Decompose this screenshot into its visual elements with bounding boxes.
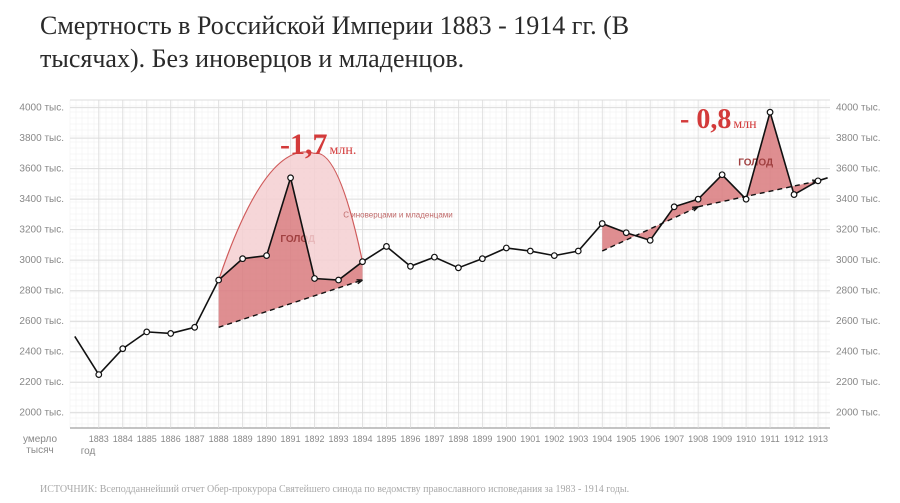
svg-text:4000 тыс.: 4000 тыс. (19, 103, 64, 114)
title-line-1: Смертность в Российской Империи 1883 - 1… (40, 11, 629, 40)
svg-text:3400 тыс.: 3400 тыс. (836, 194, 881, 205)
svg-text:1892: 1892 (305, 434, 325, 444)
svg-text:умерло: умерло (23, 434, 57, 445)
svg-text:3200 тыс.: 3200 тыс. (19, 225, 64, 236)
svg-text:2600 тыс.: 2600 тыс. (836, 316, 881, 327)
svg-text:1899: 1899 (472, 434, 492, 444)
svg-text:1897: 1897 (424, 434, 444, 444)
svg-text:2200 тыс.: 2200 тыс. (836, 377, 881, 388)
svg-text:3600 тыс.: 3600 тыс. (19, 164, 64, 175)
svg-text:1908: 1908 (688, 434, 708, 444)
svg-text:3400 тыс.: 3400 тыс. (19, 194, 64, 205)
svg-text:2400 тыс.: 2400 тыс. (836, 347, 881, 358)
svg-text:3000 тыс.: 3000 тыс. (836, 255, 881, 266)
svg-text:1901: 1901 (520, 434, 540, 444)
svg-text:2800 тыс.: 2800 тыс. (836, 286, 881, 297)
svg-text:год: год (81, 446, 96, 457)
svg-text:1885: 1885 (137, 434, 157, 444)
svg-text:3800 тыс.: 3800 тыс. (836, 133, 881, 144)
svg-text:3200 тыс.: 3200 тыс. (836, 225, 881, 236)
callout-famine-1: -1,7млн. (280, 128, 356, 162)
svg-text:2800 тыс.: 2800 тыс. (19, 286, 64, 297)
svg-text:С иноверцами и младенцами: С иноверцами и младенцами (343, 210, 452, 219)
svg-text:2000 тыс.: 2000 тыс. (836, 408, 881, 419)
source-footnote: ИСТОЧНИК: Всеподданнейший отчет Обер-про… (40, 484, 880, 495)
svg-text:1910: 1910 (736, 434, 756, 444)
svg-text:тысяч: тысяч (26, 445, 53, 456)
svg-text:1904: 1904 (592, 434, 612, 444)
svg-text:1907: 1907 (664, 434, 684, 444)
callout-1-unit: млн. (330, 143, 357, 158)
svg-text:1912: 1912 (784, 434, 804, 444)
mortality-line-chart: 2000 тыс. 2000 тыс. 2200 тыс. 2200 тыс. 2400… (0, 90, 900, 468)
svg-text:1889: 1889 (233, 434, 253, 444)
svg-text:1903: 1903 (568, 434, 588, 444)
svg-text:1905: 1905 (616, 434, 636, 444)
svg-text:2200 тыс.: 2200 тыс. (19, 377, 64, 388)
svg-text:1898: 1898 (448, 434, 468, 444)
callout-2-unit: млн (733, 117, 756, 132)
svg-text:1906: 1906 (640, 434, 660, 444)
svg-text:2600 тыс.: 2600 тыс. (19, 316, 64, 327)
chart-area: 2000 тыс. 2000 тыс. 2200 тыс. 2200 тыс. 2400… (0, 90, 900, 468)
svg-text:1896: 1896 (400, 434, 420, 444)
callout-2-value: - 0,8 (680, 104, 731, 135)
svg-text:1891: 1891 (281, 434, 301, 444)
svg-text:1884: 1884 (113, 434, 133, 444)
svg-text:1909: 1909 (712, 434, 732, 444)
svg-text:1888: 1888 (209, 434, 229, 444)
chart-title: Смертность в Российской Империи 1883 - 1… (40, 10, 860, 75)
svg-text:1886: 1886 (161, 434, 181, 444)
callout-famine-2: - 0,8млн (680, 104, 757, 136)
callout-1-value: -1,7 (280, 128, 328, 161)
svg-text:2000 тыс.: 2000 тыс. (19, 408, 64, 419)
svg-text:1911: 1911 (760, 434, 779, 444)
svg-text:2400 тыс.: 2400 тыс. (19, 347, 64, 358)
svg-text:1902: 1902 (544, 434, 564, 444)
svg-text:1900: 1900 (496, 434, 516, 444)
svg-text:3000 тыс.: 3000 тыс. (19, 255, 64, 266)
svg-text:1883: 1883 (89, 434, 109, 444)
svg-text:4000 тыс.: 4000 тыс. (836, 103, 881, 114)
svg-text:1913: 1913 (808, 434, 828, 444)
svg-text:1895: 1895 (376, 434, 396, 444)
title-line-2: тысячах). Без иноверцов и младенцов. (40, 44, 464, 73)
svg-text:1890: 1890 (257, 434, 277, 444)
svg-text:1887: 1887 (185, 434, 205, 444)
svg-text:1893: 1893 (329, 434, 349, 444)
svg-text:1894: 1894 (352, 434, 372, 444)
svg-text:3800 тыс.: 3800 тыс. (19, 133, 64, 144)
svg-text:3600 тыс.: 3600 тыс. (836, 164, 881, 175)
